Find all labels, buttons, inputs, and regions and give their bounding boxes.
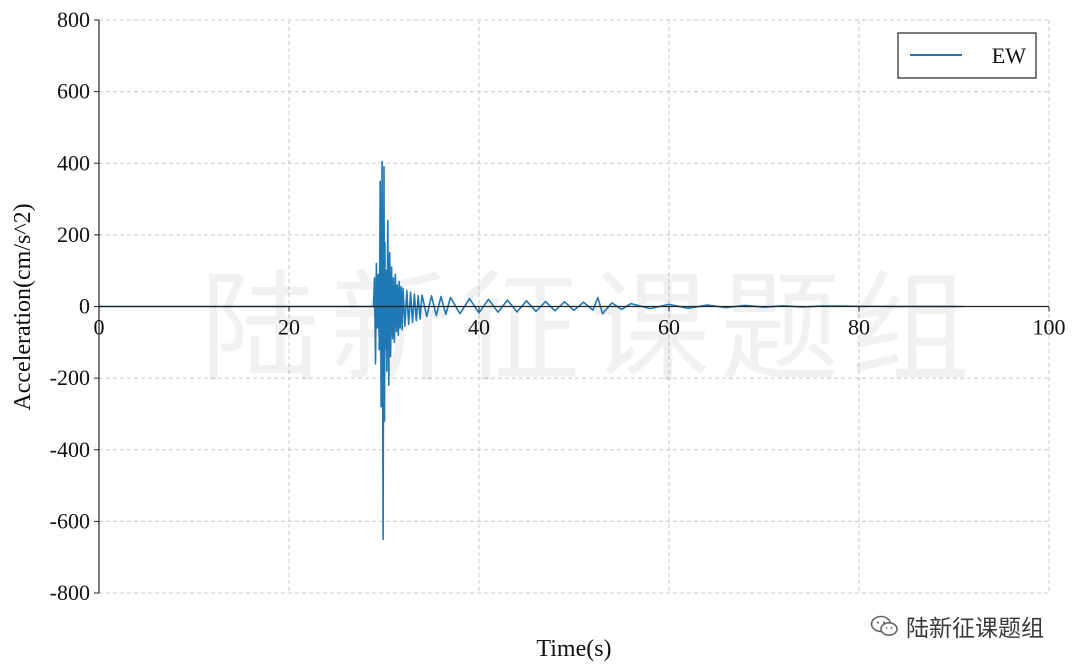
series-line-ew [99,160,964,541]
y-tick-label: -800 [50,580,90,605]
watermark-text: 陆新征课题组 [200,260,980,399]
y-tick-label: 800 [57,7,90,32]
credit-label: 陆新征课题组 [906,616,1044,642]
y-tick-label: -400 [50,437,90,462]
x-tick-label: 60 [658,315,680,340]
y-tick-label: 200 [57,222,90,247]
y-axis-title: Acceleration(cm/s^2) [10,203,36,410]
y-tick-label: 0 [79,294,90,319]
x-axis-title: Time(s) [536,636,611,662]
legend: EW [897,32,1037,79]
x-tick-label: 20 [278,315,300,340]
x-tick-label: 80 [848,315,870,340]
y-tick-label: -200 [50,365,90,390]
tick-labels: 0 20 40 60 80 1008006004002000-200-400-600-80… [50,7,1066,605]
y-tick-label: 400 [57,150,90,175]
source-credit: 陆新征课题组 [870,609,1044,643]
legend-label: EW [992,43,1026,68]
y-tick-label: 600 [57,79,90,104]
y-tick-label: -600 [50,508,90,533]
x-tick-label: 40 [468,315,490,340]
x-tick-label: 0 [94,315,105,340]
wechat-icon [870,615,898,636]
series-layer [99,160,964,541]
x-tick-label: 100 [1033,315,1066,340]
axes [94,19,1050,594]
